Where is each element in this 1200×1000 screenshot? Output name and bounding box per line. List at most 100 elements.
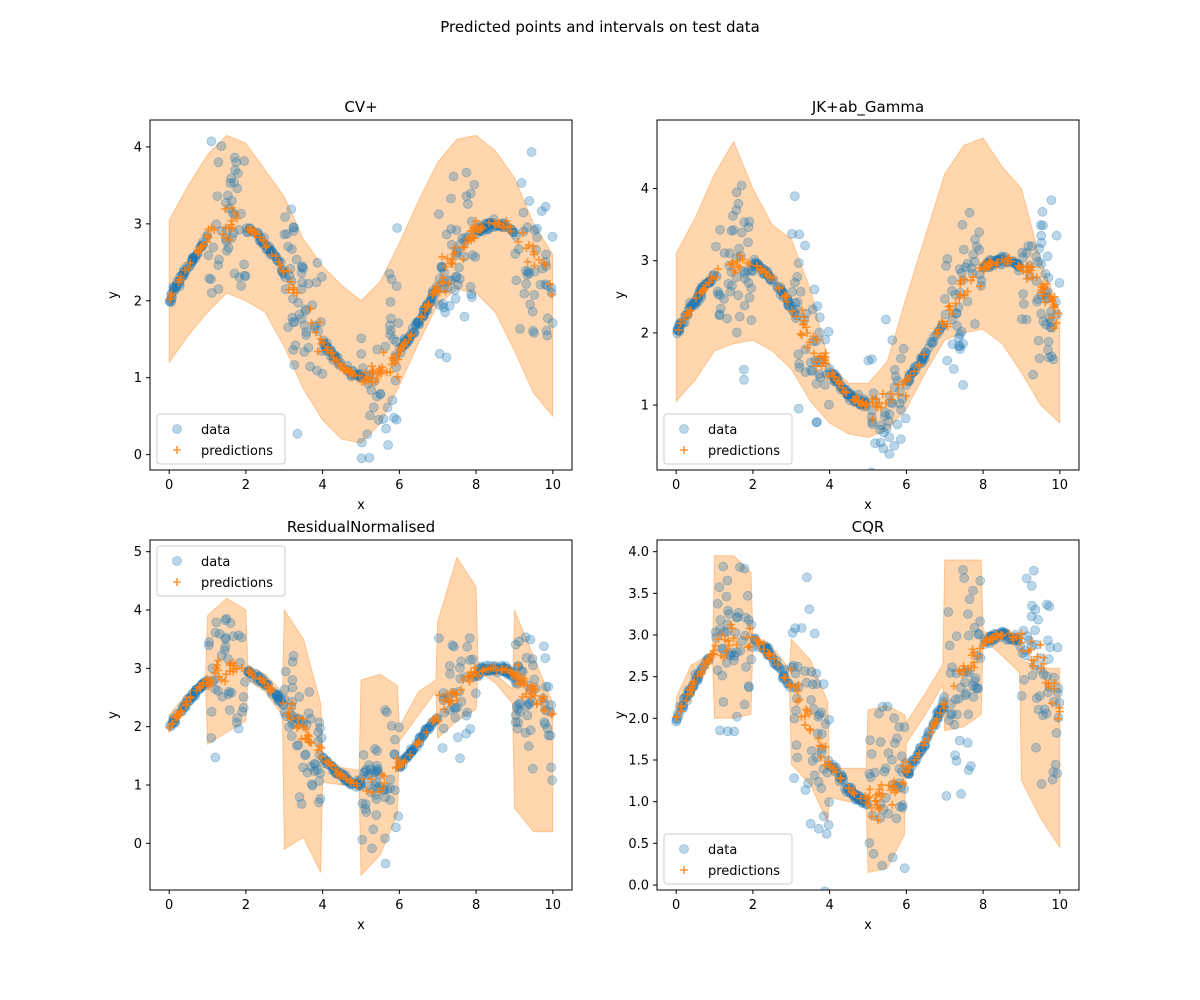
data-point — [713, 289, 724, 300]
prediction-point — [497, 665, 506, 674]
prediction-point — [386, 368, 395, 377]
prediction-point — [284, 709, 293, 718]
data-point — [288, 651, 299, 661]
prediction-point — [449, 689, 458, 698]
data-point — [532, 223, 542, 234]
data-point — [368, 824, 379, 835]
data-point — [725, 650, 736, 661]
data-point — [1035, 220, 1046, 230]
prediction-point — [508, 669, 517, 678]
prediction-point — [711, 641, 720, 650]
data-point — [543, 730, 554, 741]
data-point — [1047, 774, 1058, 785]
prediction-point — [797, 331, 806, 340]
data-point — [805, 818, 816, 829]
data-point — [450, 703, 461, 714]
data-point — [232, 713, 243, 723]
data-point — [970, 234, 980, 245]
data-point — [214, 254, 224, 265]
prediction-point — [867, 803, 876, 812]
data-point — [524, 699, 534, 710]
data-point — [511, 701, 522, 712]
data-point — [976, 275, 987, 286]
data-point — [884, 409, 895, 420]
prediction-point — [943, 320, 952, 328]
data-point — [812, 301, 823, 312]
data-point — [896, 353, 906, 364]
data-point — [743, 222, 754, 233]
data-point — [899, 722, 910, 732]
prediction-point — [348, 369, 357, 378]
prediction-point — [1026, 645, 1035, 654]
data-point — [1018, 252, 1028, 263]
y-tick-label: 4 — [641, 182, 649, 197]
data-point — [300, 750, 311, 761]
data-point — [896, 751, 907, 762]
data-point — [868, 848, 879, 859]
data-point — [447, 640, 458, 651]
data-point — [312, 365, 322, 376]
prediction-point — [1048, 313, 1056, 322]
prediction-point — [506, 668, 515, 677]
data-point — [390, 822, 401, 833]
data-point — [1038, 220, 1048, 231]
data-point — [513, 244, 524, 255]
prediction-point — [389, 356, 398, 365]
prediction-point — [443, 254, 452, 263]
prediction-point — [366, 373, 375, 382]
data-point — [540, 201, 551, 212]
prediction-point — [786, 681, 795, 690]
data-point — [281, 229, 292, 239]
prediction-point — [881, 399, 890, 408]
prediction-point — [414, 738, 423, 747]
y-tick-label: 1 — [134, 371, 142, 386]
prediction-point — [1048, 699, 1057, 708]
data-point — [384, 320, 395, 331]
prediction-series — [674, 251, 1063, 424]
plot-area — [671, 555, 1065, 890]
prediction-point — [523, 257, 532, 266]
x-tick-label: 2 — [749, 898, 757, 913]
prediction-point — [506, 223, 515, 232]
x-tick-label: 6 — [395, 898, 403, 913]
data-point — [958, 565, 968, 575]
prediction-point — [824, 372, 833, 381]
data-point — [528, 660, 538, 671]
data-point — [223, 242, 234, 253]
data-point — [792, 297, 803, 308]
data-point — [811, 417, 822, 428]
x-tick-label: 8 — [979, 898, 987, 913]
prediction-point — [875, 785, 884, 794]
data-point — [715, 303, 726, 314]
prediction-point — [793, 687, 802, 696]
data-point — [739, 563, 750, 574]
prediction-point — [901, 757, 910, 766]
data-point — [372, 344, 383, 355]
y-tick-label: 1 — [134, 779, 142, 794]
data-point — [746, 283, 757, 294]
data-point — [943, 607, 954, 617]
prediction-point — [441, 262, 450, 271]
data-point — [729, 726, 740, 737]
data-point — [239, 156, 250, 166]
prediction-point — [1023, 262, 1032, 271]
prediction-point — [165, 294, 174, 303]
data-point — [216, 141, 227, 152]
data-point — [1041, 319, 1051, 330]
data-point — [304, 687, 315, 697]
data-point — [723, 278, 734, 289]
data-point — [945, 709, 956, 720]
prediction-point — [817, 753, 826, 762]
data-point — [287, 657, 298, 667]
data-point — [223, 654, 233, 664]
legend-data-label: data — [708, 843, 737, 858]
data-point — [299, 346, 310, 357]
data-point — [796, 623, 807, 633]
prediction-point — [780, 673, 789, 682]
data-point — [771, 660, 782, 671]
data-point — [453, 279, 463, 290]
data-point — [537, 263, 548, 274]
data-point — [897, 800, 908, 810]
prediction-point — [251, 230, 260, 239]
data-point — [957, 219, 968, 230]
